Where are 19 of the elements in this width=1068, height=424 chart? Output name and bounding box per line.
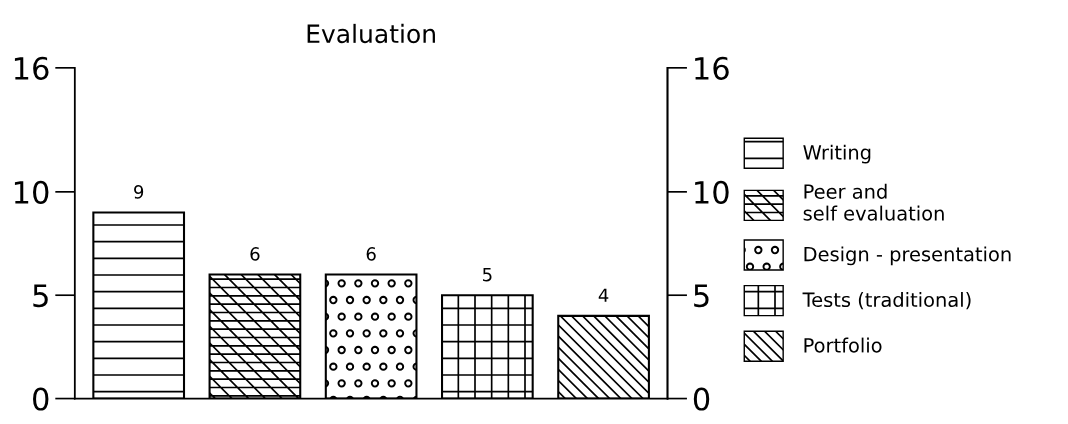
legend-label: Writing bbox=[803, 144, 871, 164]
y-tick-label: 5 bbox=[33, 284, 48, 308]
y-tick-label: 16 bbox=[14, 56, 49, 80]
legend-label: Portfolio bbox=[804, 337, 882, 353]
legend-label: Design - presentation bbox=[804, 246, 1011, 266]
legend-label: Tests (traditional) bbox=[802, 292, 971, 310]
y2-tick-label: 5 bbox=[694, 284, 709, 308]
data-label: 6 bbox=[366, 247, 376, 261]
y-tick-label: 10 bbox=[14, 180, 49, 204]
y2-tick-label: 16 bbox=[695, 56, 729, 80]
y2-tick-label: 10 bbox=[695, 180, 729, 204]
y2-tick-label: 0 bbox=[693, 387, 710, 411]
data-label: 9 bbox=[134, 185, 144, 199]
data-label: 6 bbox=[250, 247, 260, 261]
y-tick-label: 0 bbox=[33, 387, 49, 411]
data-label: 4 bbox=[598, 288, 609, 302]
legend-label: Peer and self evaluation bbox=[803, 183, 944, 221]
data-label: 5 bbox=[483, 267, 492, 282]
chart-title: Evaluation bbox=[307, 23, 435, 44]
